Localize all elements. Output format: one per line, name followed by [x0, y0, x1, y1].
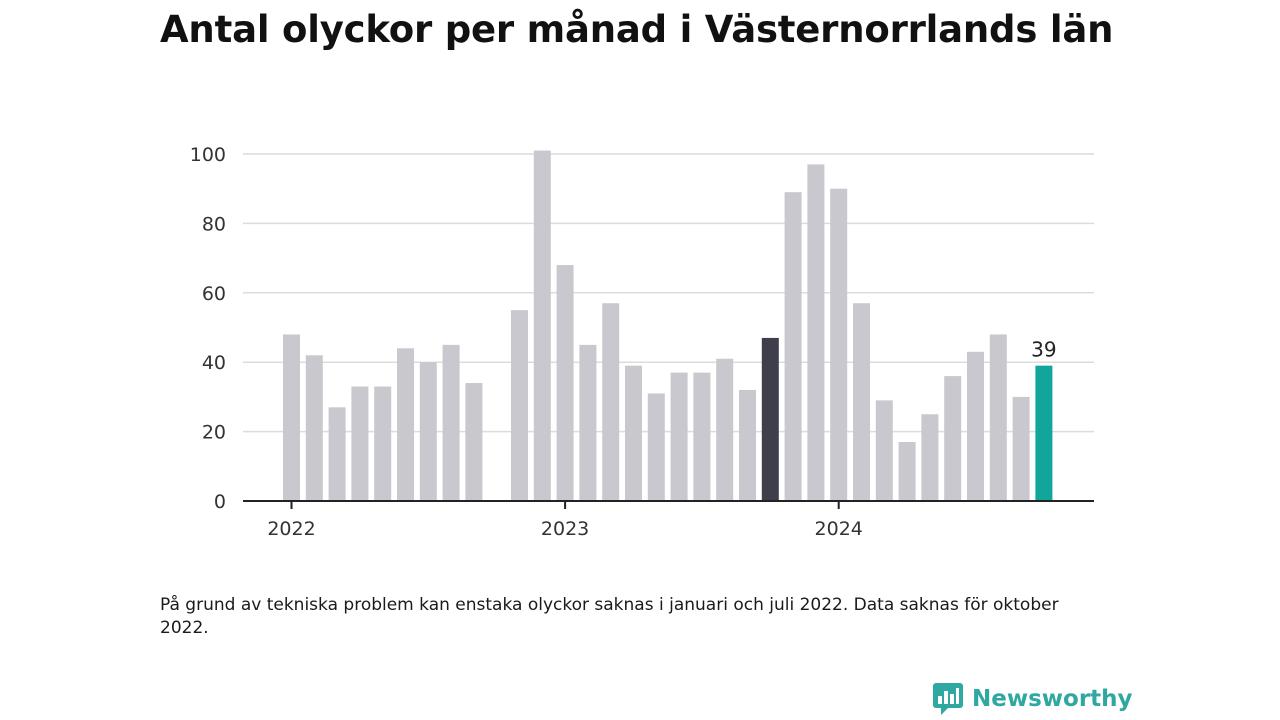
bar-2022-05 — [374, 386, 392, 501]
x-axis-ticks: 2022 2023 2024 — [267, 501, 863, 540]
bar-2023-02 — [579, 344, 597, 501]
bar-2023-11 — [784, 192, 802, 502]
y-tick-label: 80 — [202, 213, 226, 235]
bar-2023-08 — [716, 358, 734, 501]
x-tick-label: 2022 — [267, 518, 315, 540]
footnote: På grund av tekniska problem kan enstaka… — [160, 595, 1059, 638]
brand-name: Newsworthy — [972, 686, 1133, 712]
bar-2023-07 — [693, 372, 711, 501]
bar-2022-03 — [328, 407, 346, 501]
data-label: 39 — [1031, 338, 1056, 362]
bar-2024-02 — [853, 303, 870, 501]
bar-2023-09 — [739, 389, 756, 501]
bar-chart-speech-bubble-icon — [933, 683, 963, 715]
x-tick-label: 2024 — [815, 518, 863, 540]
bar-2023-03 — [602, 303, 620, 501]
bar-2024-04 — [898, 442, 916, 501]
bar-2022-09 — [465, 383, 483, 501]
bar-2022-01 — [283, 334, 300, 501]
bar-2024-07 — [967, 351, 984, 501]
bar-2022-06 — [397, 348, 414, 501]
bar-2024-08 — [989, 334, 1007, 501]
y-tick-label: 60 — [202, 283, 226, 305]
x-tick-label: 2023 — [541, 518, 589, 540]
chart-title: Antal olyckor per månad i Västernorrland… — [160, 8, 1114, 51]
bar-2023-06 — [670, 372, 688, 501]
bar-2024-03 — [875, 400, 893, 501]
bar-2022-11 — [511, 310, 528, 501]
y-tick-label: 100 — [190, 144, 226, 166]
bar-2024-01 — [830, 188, 848, 501]
y-tick-label: 0 — [214, 491, 226, 513]
bar-chart: 0 20 40 60 80 100 2022 2023 2024 39 — [190, 144, 1094, 540]
bar-2024-10 — [1035, 365, 1053, 501]
bar-2022-04 — [351, 386, 369, 501]
bar-2023-12 — [807, 164, 825, 501]
bars — [283, 150, 1053, 502]
y-tick-label: 40 — [202, 352, 226, 374]
bar-2024-05 — [921, 414, 939, 501]
data-labels: 39 — [1031, 338, 1056, 362]
bar-2023-05 — [647, 393, 665, 501]
bar-2024-09 — [1012, 396, 1030, 501]
bar-2022-12 — [533, 150, 551, 501]
bar-2023-04 — [625, 365, 642, 501]
bar-2022-02 — [305, 355, 323, 501]
bar-2022-08 — [442, 344, 460, 501]
bar-2024-06 — [944, 376, 962, 501]
bar-2023-01 — [556, 265, 574, 501]
y-tick-label: 20 — [202, 422, 226, 444]
bar-2022-07 — [419, 362, 437, 501]
brand-logo: Newsworthy — [932, 682, 1133, 716]
bar-2023-10 — [761, 337, 779, 501]
